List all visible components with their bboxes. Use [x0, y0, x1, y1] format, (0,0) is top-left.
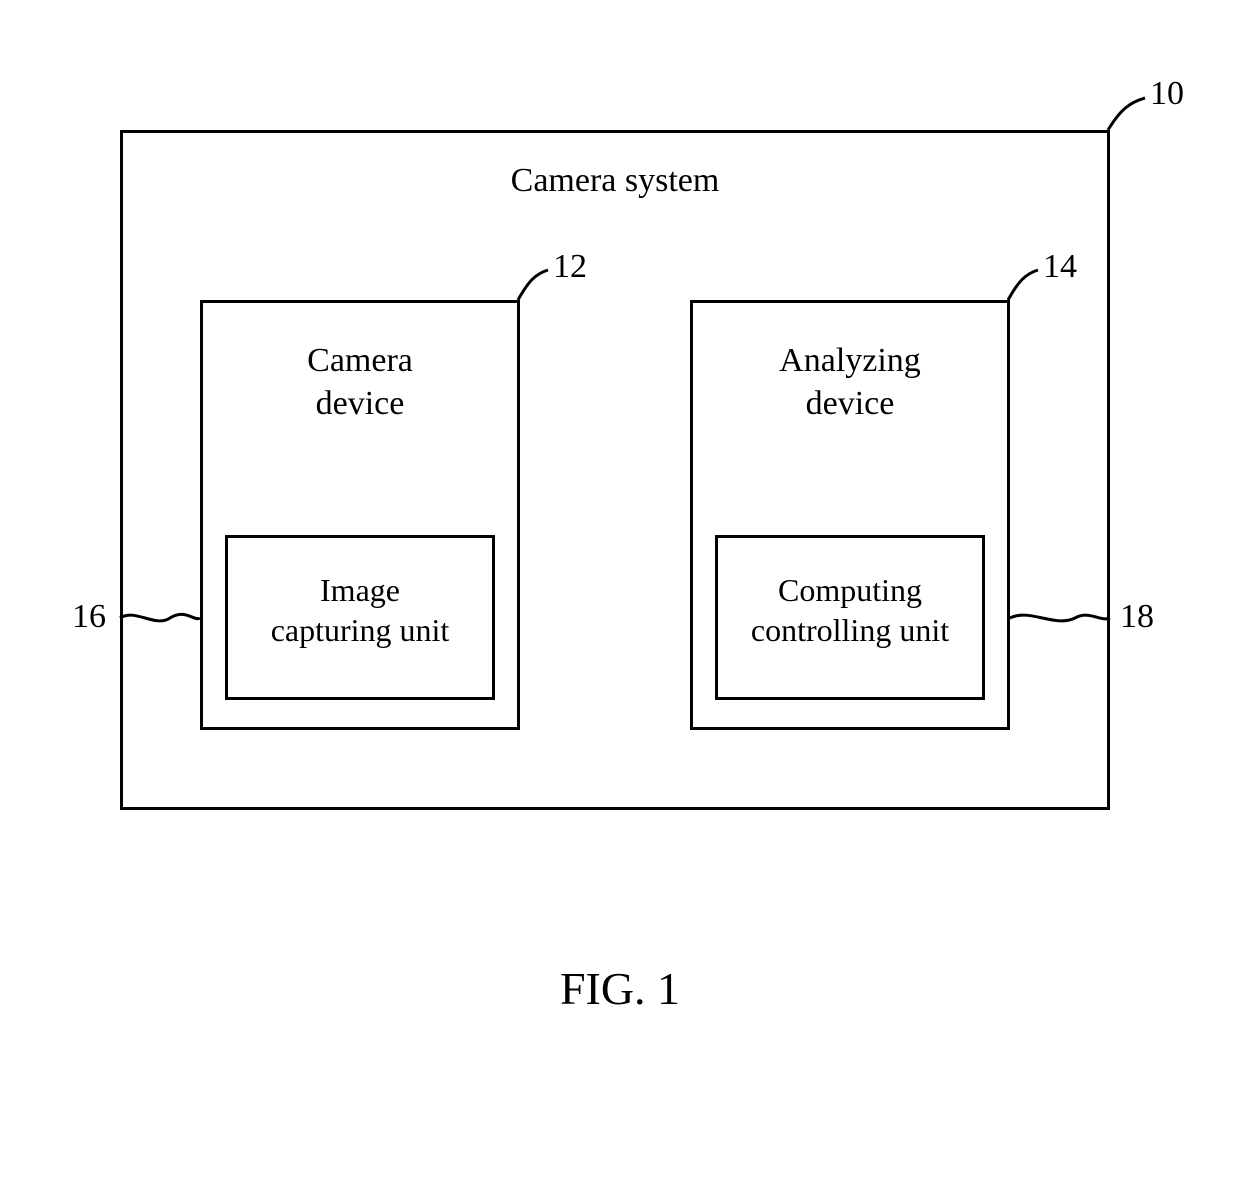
right-inner-box-title-text: Computing controlling unit	[751, 572, 949, 648]
left-inner-box-title: Image capturing unit	[225, 570, 495, 650]
left-box-title: Camera device	[200, 340, 520, 425]
diagram-canvas: Camera system 10 Camera device 12 Analyz…	[0, 0, 1240, 1204]
ref-16: 16	[72, 598, 106, 636]
right-inner-box-title: Computing controlling unit	[715, 570, 985, 650]
right-box-title: Analyzing device	[690, 340, 1010, 425]
figure-caption: FIG. 1	[0, 960, 1240, 1018]
ref-14: 14	[1043, 248, 1077, 286]
right-box-title-line1: Analyzing device	[779, 342, 921, 422]
left-box-title-line1: Camera device	[307, 342, 413, 422]
ref-10: 10	[1150, 75, 1184, 113]
ref-12: 12	[553, 248, 587, 286]
ref-18: 18	[1120, 598, 1154, 636]
left-inner-box-title-text: Image capturing unit	[271, 572, 450, 648]
outer-box-title: Camera system	[120, 160, 1110, 203]
